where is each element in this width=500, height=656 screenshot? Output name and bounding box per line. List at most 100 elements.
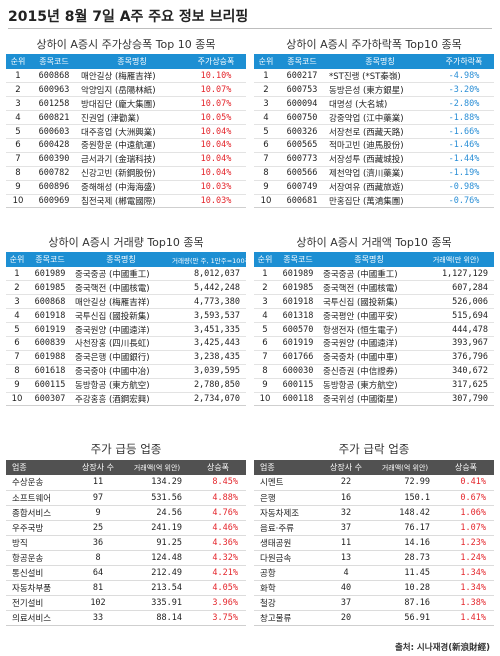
- col-header-amount: 거래액(억 위안): [372, 460, 438, 475]
- rank-cell: 2: [254, 280, 276, 296]
- sector-down-body: 시멘트 22 72.99 0.41% 은행 16 150.1 0.67% 자동차제조 32 14…: [254, 475, 494, 626]
- rank-cell: 1: [6, 69, 30, 84]
- col-header-name: 종목명칭: [72, 252, 170, 267]
- turnover-cell: 607,284: [418, 280, 494, 296]
- table-row: 9 600115 동방항공 (東方航空) 317,625: [254, 378, 494, 393]
- stock-name-cell: 침전국제 (郴電國際): [78, 194, 186, 209]
- rank-cell: 5: [6, 322, 28, 337]
- code-cell: 600963: [30, 82, 78, 98]
- stock-name-cell: 대주흥업 (大洲興業): [78, 124, 186, 139]
- count-cell: 11: [320, 535, 372, 551]
- sector-down-panel: 주가 급락 업종 업종 상장사 수 거래액(억 위안) 상승폭 시멘트 22 72.…: [254, 438, 494, 626]
- col-header-code: 종목코드: [278, 54, 326, 69]
- table-row: 우주국방 25 241.19 4.46%: [6, 520, 246, 536]
- sector-name-cell: 소프트웨어: [6, 490, 72, 506]
- table-row: 8 600782 신강고빈 (新鋼股份) 10.04%: [6, 166, 246, 181]
- amount-cell: 241.19: [124, 520, 190, 536]
- table-row: 5 600326 서장천로 (西藏天路) -1.66%: [254, 124, 494, 139]
- change-cell: 0.67%: [438, 490, 494, 506]
- rank-cell: 3: [6, 294, 28, 310]
- table-row: 은행 16 150.1 0.67%: [254, 490, 494, 506]
- stock-name-cell: *ST진랭 (*ST秦嶺): [326, 69, 434, 84]
- count-cell: 37: [320, 520, 372, 536]
- volume-cell: 3,593,537: [170, 308, 246, 324]
- table-row: 5 600603 대주흥업 (大洲興業) 10.04%: [6, 124, 246, 139]
- amount-cell: 148.42: [372, 505, 438, 521]
- stock-name-cell: 동방항공 (東方航空): [72, 378, 170, 393]
- turnover-cell: 393,967: [418, 336, 494, 351]
- rank-cell: 4: [6, 110, 30, 126]
- rank-cell: 5: [254, 322, 276, 337]
- rank-cell: 5: [6, 124, 30, 139]
- sector-up-body: 수상운송 11 134.29 8.45% 소프트웨어 97 531.56 4.88% 종합서…: [6, 475, 246, 626]
- top-losers-body: 1 600217 *ST진랭 (*ST秦嶺) -4.98% 2 600753 동방은성 (…: [254, 69, 494, 209]
- stock-name-cell: 대명성 (大名城): [326, 96, 434, 112]
- col-header-rate: 주가하락폭: [434, 54, 494, 69]
- top-losers-panel: 상하이 A증시 주가하락폭 Top10 종목 순위 종목코드 종목명칭 주가하락…: [254, 36, 494, 209]
- sector-name-cell: 다원금속: [254, 550, 320, 566]
- count-cell: 37: [320, 595, 372, 611]
- table-row: 공항 4 11.45 1.34%: [254, 565, 494, 581]
- table-row: 자동차제조 32 148.42 1.06%: [254, 505, 494, 521]
- stock-name-cell: 동방은성 (東方銀星): [326, 82, 434, 98]
- table-row: 8 601618 중국중야 (中國中冶) 3,039,595: [6, 364, 246, 379]
- stock-name-cell: 중국중야 (中國中冶): [72, 364, 170, 379]
- top-gainers-body: 1 600868 매안길상 (梅雁吉祥) 10.10% 2 600963 악양임지 (岳陽…: [6, 69, 246, 209]
- stock-name-cell: 중국중공 (中國重工): [320, 267, 418, 282]
- amount-cell: 56.91: [372, 610, 438, 626]
- col-header-code: 종목코드: [30, 54, 78, 69]
- rate-cell: 10.04%: [186, 138, 246, 153]
- table-row: 7 600390 금서과기 (金瑞科技) 10.04%: [6, 152, 246, 167]
- table-row: 철강 37 87.16 1.38%: [254, 595, 494, 611]
- stock-name-cell: 제천약업 (濟川藥業): [326, 166, 434, 181]
- sector-up-panel: 주가 급등 업종 업종 상장사 수 거래액(억 위안) 상승폭 수상운송 11 13…: [6, 438, 246, 626]
- change-cell: 1.38%: [438, 595, 494, 611]
- table-row: 다원금속 13 28.73 1.24%: [254, 550, 494, 566]
- sector-name-cell: 통신설비: [6, 565, 72, 581]
- sector-up-table: 업종 상장사 수 거래액(억 위안) 상승폭 수상운송 11 134.29 8.45%…: [6, 460, 246, 626]
- count-cell: 36: [72, 535, 124, 551]
- change-cell: 1.41%: [438, 610, 494, 626]
- code-cell: 601989: [28, 267, 72, 282]
- table-row: 방직 36 91.25 4.36%: [6, 535, 246, 551]
- stock-name-cell: 항생전자 (恒生電子): [320, 322, 418, 337]
- count-cell: 11: [72, 475, 124, 491]
- code-cell: 600217: [278, 69, 326, 84]
- change-cell: 1.34%: [438, 565, 494, 581]
- rate-cell: 10.05%: [186, 110, 246, 126]
- rank-cell: 6: [254, 138, 278, 153]
- table-row: 10 600681 만홍집단 (萬鴻集團) -0.76%: [254, 194, 494, 209]
- code-cell: 601985: [276, 280, 320, 296]
- table-row: 2 600963 악양임지 (岳陽林紙) 10.07%: [6, 82, 246, 98]
- top-gainers-title: 상하이 A증시 주가상승폭 Top 10 종목: [36, 38, 216, 51]
- code-cell: 600750: [278, 110, 326, 126]
- count-cell: 20: [320, 610, 372, 626]
- amount-cell: 76.17: [372, 520, 438, 536]
- table-row: 소프트웨어 97 531.56 4.88%: [6, 490, 246, 506]
- stock-name-cell: 중국핵전 (中國核電): [320, 280, 418, 296]
- table-row: 10 600307 주강홍흥 (酒鋼宏興) 2,734,070: [6, 392, 246, 407]
- stock-name-cell: 방대집단 (龐大集團): [78, 96, 186, 112]
- rate-cell: -0.76%: [434, 194, 494, 209]
- turnover-cell: 526,006: [418, 294, 494, 310]
- table-row: 5 601919 중국원양 (中國遠洋) 3,451,335: [6, 322, 246, 337]
- volume-top-title: 상하이 A증시 거래량 Top10 종목: [48, 236, 204, 249]
- table-row: 3 600868 매안길상 (梅雁吉祥) 4,773,380: [6, 294, 246, 310]
- rate-cell: -1.66%: [434, 124, 494, 139]
- turnover-top-body: 1 601989 중국중공 (中國重工) 1,127,129 2 601985 중국핵전 …: [254, 267, 494, 407]
- count-cell: 13: [320, 550, 372, 566]
- col-header-turnover: 거래액(만 위안): [418, 252, 494, 267]
- volume-cell: 4,773,380: [170, 294, 246, 310]
- rank-cell: 3: [254, 294, 276, 310]
- top-losers-table: 순위 종목코드 종목명칭 주가하락폭 1 600217 *ST진랭 (*ST秦嶺) -…: [254, 54, 494, 209]
- sector-name-cell: 공항: [254, 565, 320, 581]
- sector-name-cell: 의료서비스: [6, 610, 72, 626]
- rank-cell: 1: [254, 69, 278, 84]
- table-row: 시멘트 22 72.99 0.41%: [254, 475, 494, 491]
- change-cell: 4.36%: [190, 535, 246, 551]
- table-row: 통신설비 64 212.49 4.21%: [6, 565, 246, 581]
- rank-cell: 7: [254, 350, 276, 365]
- code-cell: 600603: [30, 124, 78, 139]
- table-row: 6 600565 적마고빈 (迪馬股份) -1.46%: [254, 138, 494, 153]
- table-row: 4 600750 강중약업 (江中藥業) -1.88%: [254, 110, 494, 126]
